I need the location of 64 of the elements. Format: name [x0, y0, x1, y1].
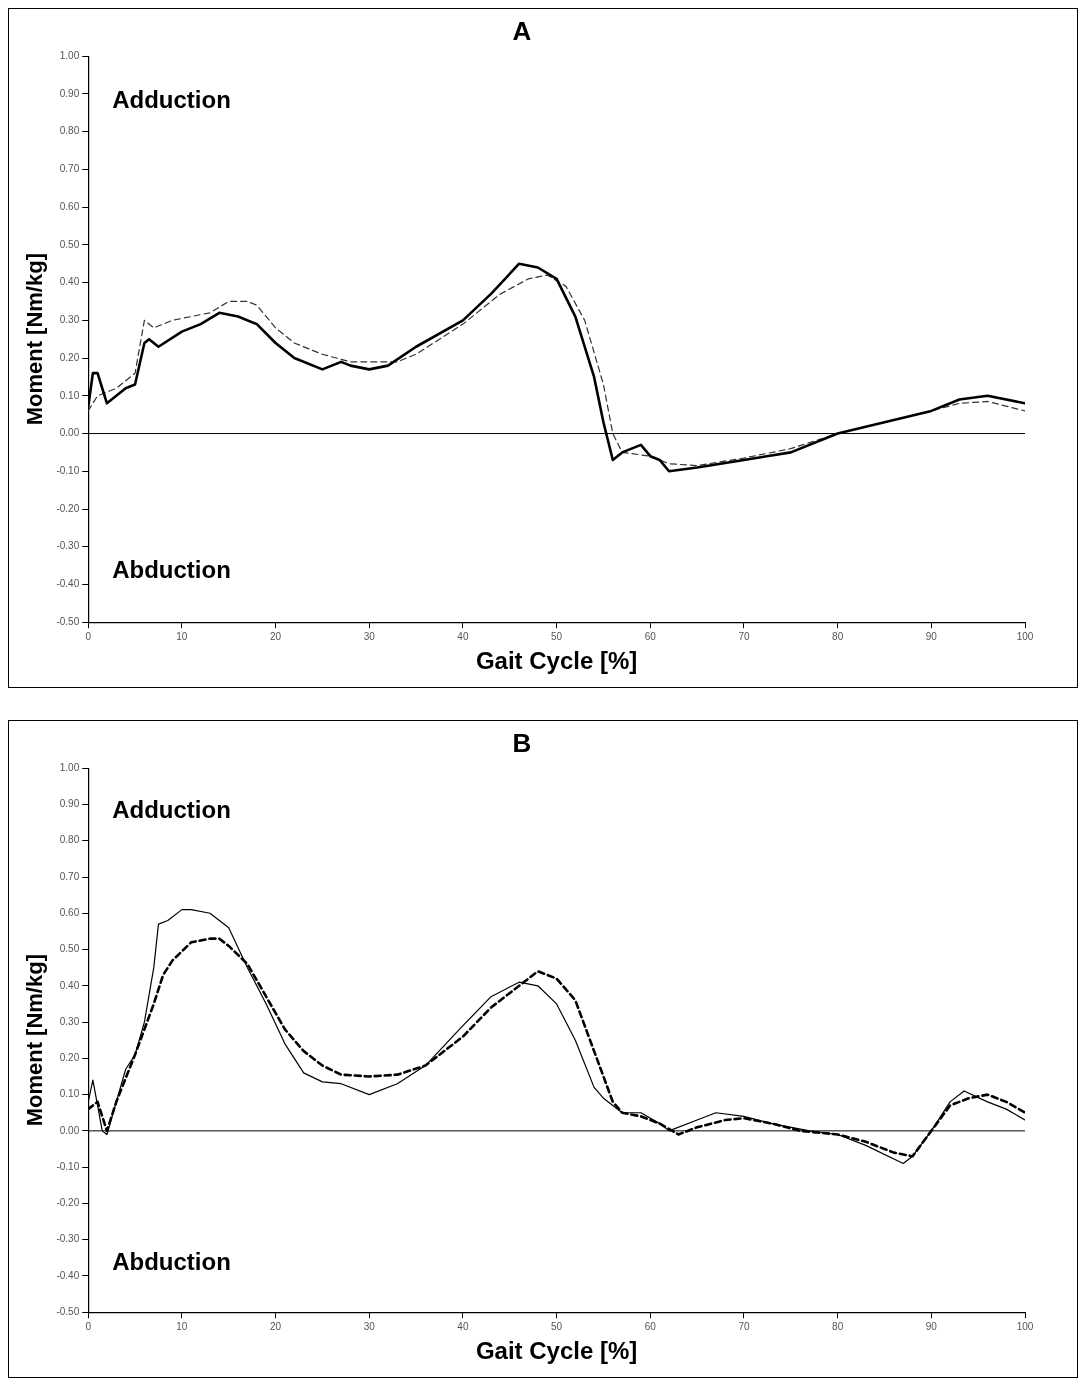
- x-tick-label: 90: [925, 1320, 938, 1332]
- y-tick-label: -0.50: [56, 1305, 80, 1317]
- y-tick-label: 1.00: [59, 49, 80, 61]
- chart-title: A: [512, 15, 532, 46]
- y-tick-label: -0.50: [56, 615, 80, 627]
- y-tick-label: 0.70: [59, 870, 80, 882]
- x-tick-label: 0: [85, 630, 92, 642]
- x-tick-label: 50: [551, 1320, 563, 1332]
- y-tick-label: 0.10: [59, 389, 80, 401]
- y-tick-label: 0.30: [59, 1015, 80, 1027]
- y-tick-label: -0.40: [56, 578, 80, 590]
- y-tick-label: -0.10: [56, 465, 80, 477]
- y-tick-label: -0.20: [56, 502, 80, 514]
- x-tick-label: 90: [925, 630, 938, 642]
- y-tick-label: -0.40: [56, 1269, 80, 1281]
- y-tick-label: -0.20: [56, 1197, 80, 1209]
- y-tick-label: 0.80: [59, 834, 80, 846]
- y-tick-label: 0.20: [59, 1052, 80, 1064]
- y-tick-label: 0.20: [59, 351, 80, 363]
- x-tick-label: 70: [738, 1320, 750, 1332]
- x-tick-label: 80: [832, 630, 844, 642]
- y-tick-label: 0.90: [59, 87, 80, 99]
- annotation: Abduction: [112, 555, 231, 583]
- x-tick-label: 50: [551, 630, 563, 642]
- y-tick-label: 0.40: [59, 276, 80, 288]
- x-tick-label: 100: [1016, 1320, 1034, 1332]
- y-tick-label: 0.00: [59, 427, 80, 439]
- y-tick-label: -0.30: [56, 540, 80, 552]
- y-tick-label: 0.80: [59, 125, 80, 137]
- x-tick-label: 30: [363, 630, 376, 642]
- y-tick-label: 0.30: [59, 314, 80, 326]
- x-tick-label: 10: [176, 630, 188, 642]
- x-tick-label: 60: [644, 1320, 657, 1332]
- y-tick-label: 0.60: [59, 907, 80, 919]
- x-axis-title: Gait Cycle [%]: [475, 647, 638, 675]
- x-tick-label: 40: [457, 630, 469, 642]
- x-tick-label: 20: [269, 1320, 282, 1332]
- y-tick-label: 0.00: [59, 1124, 80, 1136]
- y-axis-title: Moment [Nm/kg]: [22, 954, 48, 1127]
- y-axis-title: Moment [Nm/kg]: [22, 253, 48, 426]
- y-tick-label: 0.50: [59, 943, 80, 955]
- x-tick-label: 80: [832, 1320, 844, 1332]
- y-tick-label: -0.10: [56, 1160, 80, 1172]
- annotation: Abduction: [112, 1247, 231, 1275]
- chart-title: B: [512, 727, 532, 758]
- x-axis-title: Gait Cycle [%]: [475, 1337, 638, 1365]
- annotation: Adduction: [112, 796, 231, 824]
- y-tick-label: 0.60: [59, 200, 80, 212]
- y-tick-label: 0.70: [59, 163, 80, 175]
- x-tick-label: 60: [644, 630, 657, 642]
- y-tick-label: -0.30: [56, 1233, 80, 1245]
- x-tick-label: 30: [363, 1320, 376, 1332]
- y-tick-label: 0.40: [59, 979, 80, 991]
- x-tick-label: 0: [85, 1320, 92, 1332]
- y-tick-label: 0.90: [59, 798, 80, 810]
- x-tick-label: 100: [1016, 630, 1034, 642]
- y-tick-label: 0.50: [59, 238, 80, 250]
- x-tick-label: 70: [738, 630, 750, 642]
- y-tick-label: 1.00: [59, 761, 80, 773]
- y-tick-label: 0.10: [59, 1088, 80, 1100]
- x-tick-label: 10: [176, 1320, 188, 1332]
- x-tick-label: 40: [457, 1320, 469, 1332]
- annotation: Adduction: [112, 86, 231, 114]
- x-tick-label: 20: [269, 630, 282, 642]
